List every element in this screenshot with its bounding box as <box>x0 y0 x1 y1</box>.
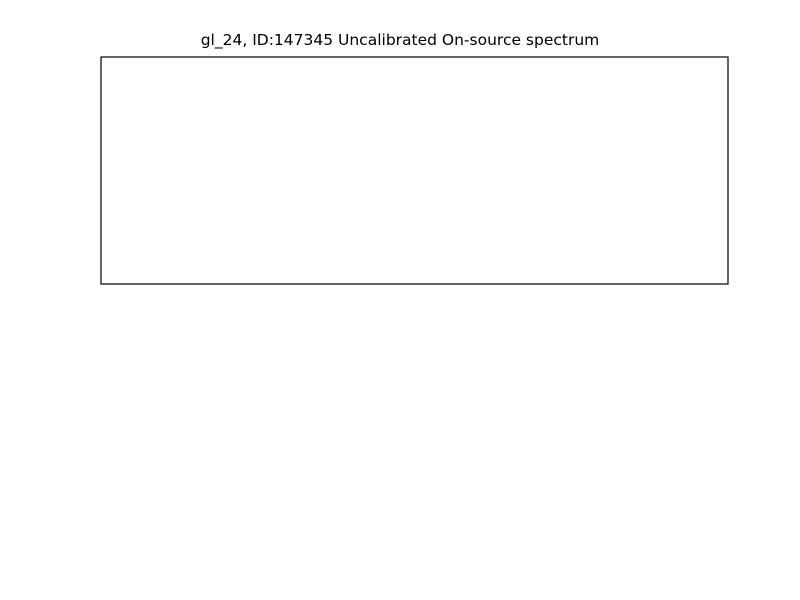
page-title: gl_24, ID:147345 Uncalibrated On-source … <box>201 31 600 50</box>
top-panel-frame <box>100 56 729 285</box>
top-panel-axes <box>100 56 729 285</box>
